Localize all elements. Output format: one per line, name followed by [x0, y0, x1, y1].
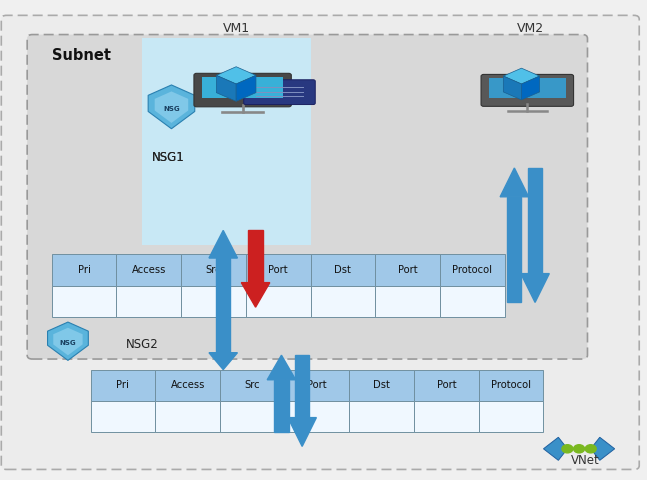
Bar [52, 254, 116, 286]
Text: Port: Port [437, 380, 456, 390]
Bar [91, 370, 155, 401]
Polygon shape [267, 355, 296, 380]
Bar [311, 254, 375, 286]
Polygon shape [521, 274, 549, 302]
Polygon shape [591, 437, 615, 460]
Text: Port: Port [269, 265, 288, 275]
Bar [116, 254, 181, 286]
Polygon shape [216, 67, 256, 84]
Polygon shape [288, 418, 316, 446]
Bar [285, 370, 349, 401]
Polygon shape [236, 75, 256, 101]
Text: NSG: NSG [163, 106, 180, 112]
Text: Dst: Dst [334, 265, 351, 275]
Bar [181, 254, 246, 286]
Text: Src: Src [206, 265, 221, 275]
FancyBboxPatch shape [1, 15, 639, 469]
Polygon shape [155, 91, 188, 123]
Bar [440, 286, 505, 317]
Text: NSG2: NSG2 [126, 338, 159, 351]
Bar [246, 286, 311, 317]
Text: NSG: NSG [60, 340, 76, 346]
Polygon shape [543, 437, 567, 460]
Polygon shape [500, 168, 529, 197]
Polygon shape [216, 75, 236, 101]
Text: Port: Port [398, 265, 417, 275]
Bar [91, 401, 155, 432]
Text: VM2: VM2 [517, 22, 544, 35]
Bar [52, 286, 116, 317]
Polygon shape [209, 353, 237, 370]
Polygon shape [503, 68, 540, 84]
Polygon shape [48, 322, 88, 360]
Polygon shape [528, 168, 542, 274]
Text: Access: Access [170, 380, 205, 390]
Text: Access: Access [131, 265, 166, 275]
Polygon shape [507, 197, 521, 302]
Polygon shape [241, 283, 270, 307]
Bar [440, 254, 505, 286]
Text: NSG1: NSG1 [152, 151, 184, 164]
FancyBboxPatch shape [27, 35, 587, 359]
Polygon shape [216, 317, 230, 353]
Text: Subnet: Subnet [52, 48, 111, 63]
Text: Port: Port [307, 380, 327, 390]
Bar [220, 370, 285, 401]
Polygon shape [521, 76, 540, 100]
FancyBboxPatch shape [481, 74, 573, 107]
Text: Protocol: Protocol [491, 380, 531, 390]
Bar [375, 254, 440, 286]
Bar [311, 286, 375, 317]
Bar [349, 370, 414, 401]
Bar [375, 286, 440, 317]
Text: VNet: VNet [571, 454, 600, 467]
Polygon shape [274, 380, 289, 432]
Text: Src: Src [245, 380, 260, 390]
Text: Pri: Pri [116, 380, 129, 390]
Bar [489, 78, 565, 98]
Bar [181, 286, 246, 317]
Bar [142, 38, 311, 245]
Bar [202, 77, 283, 98]
Polygon shape [148, 85, 195, 129]
Bar [155, 401, 220, 432]
Bar [479, 401, 543, 432]
FancyBboxPatch shape [194, 73, 291, 107]
Polygon shape [248, 230, 263, 283]
Bar [246, 254, 311, 286]
Bar [285, 401, 349, 432]
Bar [116, 286, 181, 317]
Bar [414, 401, 479, 432]
Polygon shape [209, 230, 237, 258]
Polygon shape [216, 258, 230, 317]
Bar [414, 370, 479, 401]
Polygon shape [53, 328, 83, 355]
Text: Pri: Pri [78, 265, 91, 275]
Text: Protocol: Protocol [452, 265, 492, 275]
Polygon shape [503, 76, 521, 100]
Text: VM1: VM1 [223, 22, 250, 35]
Bar [155, 370, 220, 401]
Text: Dst: Dst [373, 380, 390, 390]
Polygon shape [295, 355, 309, 418]
Text: NSG1: NSG1 [152, 151, 184, 164]
Bar [349, 401, 414, 432]
Bar [479, 370, 543, 401]
Circle shape [562, 444, 573, 453]
Bar [220, 401, 285, 432]
FancyBboxPatch shape [244, 80, 315, 105]
Circle shape [585, 444, 597, 453]
Circle shape [574, 444, 585, 453]
